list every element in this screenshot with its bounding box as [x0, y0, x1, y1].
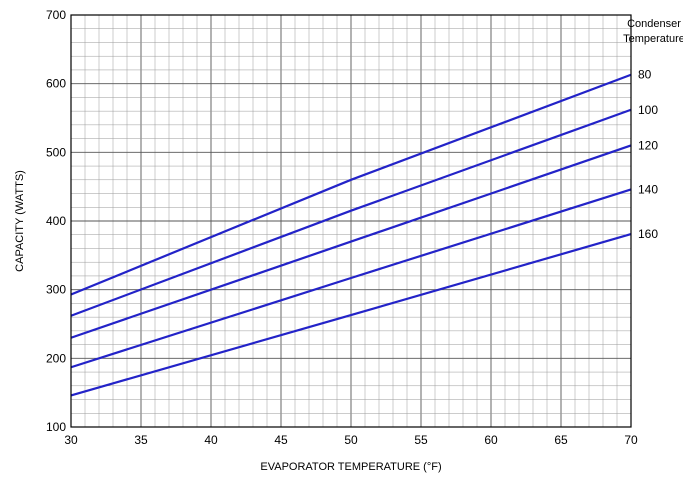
series-line-160: [70, 232, 632, 397]
series-labels: 80 100 120 140 160: [638, 68, 658, 241]
series-line-120: [70, 144, 632, 339]
series-label-120: 120: [638, 138, 658, 152]
x-tick-label: 35: [134, 433, 148, 447]
x-tick-label: 60: [484, 433, 498, 447]
x-tick-label: 30: [64, 433, 78, 447]
y-axis-title: CAPACITY (WATTS): [14, 170, 26, 272]
legend-title-line-2: Temperature: [623, 33, 683, 45]
y-tick-label: 300: [46, 283, 66, 297]
series-label-100: 100: [638, 103, 658, 117]
y-tick-label: 500: [46, 145, 66, 159]
series-label-160: 160: [638, 227, 658, 241]
y-tick-label: 200: [46, 351, 66, 365]
x-tick-label: 65: [554, 433, 568, 447]
x-tick-label: 40: [204, 433, 218, 447]
plot-frame: [70, 14, 632, 428]
series-label-80: 80: [638, 68, 652, 82]
x-tick-labels: 30 35 40 45 50 55 60 65 70: [64, 433, 638, 447]
x-tick-label: 50: [344, 433, 358, 447]
series-line-140: [70, 188, 632, 369]
series-line-100: [70, 108, 632, 317]
y-tick-label: 700: [46, 8, 66, 22]
x-tick-label: 70: [624, 433, 638, 447]
legend-title-line-1: Condenser: [627, 18, 681, 30]
y-tick-labels: 100 200 300 400 500 600 700: [46, 8, 66, 434]
x-tick-label: 55: [414, 433, 428, 447]
series-line-80: [70, 73, 632, 296]
grid: [70, 14, 632, 428]
x-tick-label: 45: [274, 433, 288, 447]
x-axis-title: EVAPORATOR TEMPERATURE (°F): [260, 461, 441, 473]
series-lines: [70, 73, 632, 397]
series-label-140: 140: [638, 182, 658, 196]
y-tick-label: 400: [46, 214, 66, 228]
y-tick-label: 100: [46, 420, 66, 434]
y-tick-label: 600: [46, 77, 66, 91]
